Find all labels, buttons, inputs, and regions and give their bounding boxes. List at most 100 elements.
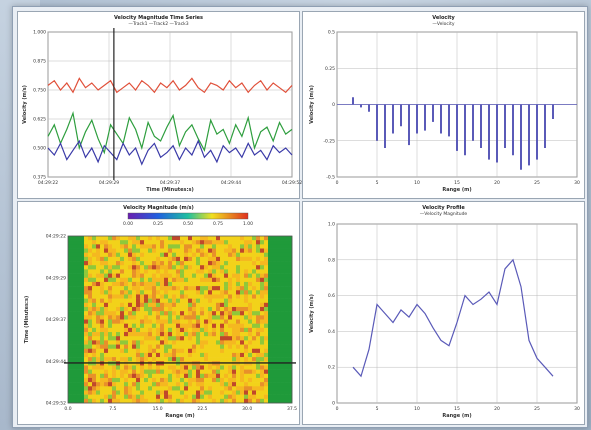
heat-cell xyxy=(192,386,197,391)
heat-cell xyxy=(204,382,209,387)
heat-cell xyxy=(188,252,193,258)
heat-cell xyxy=(152,390,157,395)
heat-cell xyxy=(284,294,289,299)
heat-cell xyxy=(256,256,261,262)
time-series-chart[interactable]: 04:29:22 04:29:29 04:29:37 04:29:44 04:29:52… xyxy=(18,12,302,198)
heat-cell xyxy=(280,357,285,362)
heat-cell xyxy=(128,357,133,362)
heat-cell xyxy=(188,277,193,283)
heat-cell xyxy=(180,344,185,350)
heat-cell xyxy=(256,236,261,241)
heat-cell xyxy=(184,323,189,329)
heat-cell xyxy=(88,357,93,362)
heat-cell xyxy=(264,398,269,404)
heat-cell xyxy=(200,240,205,245)
heat-cell xyxy=(276,319,281,324)
heat-cell xyxy=(168,369,173,375)
heat-cell xyxy=(264,332,269,337)
heat-cell xyxy=(260,336,265,341)
heat-cell xyxy=(260,240,265,245)
heat-cell xyxy=(260,290,265,295)
heat-cell xyxy=(268,382,273,387)
heat-cell xyxy=(148,315,153,320)
heat-cell xyxy=(136,306,141,312)
heat-cell xyxy=(272,319,277,324)
heat-cell xyxy=(92,327,97,333)
heat-cell xyxy=(180,265,185,270)
heat-cell xyxy=(240,357,245,362)
heat-cell xyxy=(264,327,269,333)
heat-cell xyxy=(136,348,141,354)
y-tick-label: 0.750 xyxy=(33,88,46,94)
heat-cell xyxy=(144,348,149,354)
heat-cell xyxy=(84,390,89,395)
heat-cell xyxy=(232,286,237,291)
heat-cell xyxy=(80,269,85,274)
heat-cell xyxy=(228,236,233,241)
heat-cell xyxy=(136,340,141,345)
heat-cell xyxy=(84,344,89,350)
heat-cell xyxy=(84,365,89,370)
heat-cell xyxy=(152,369,157,375)
heat-cell xyxy=(156,286,161,291)
heat-cell xyxy=(172,382,177,387)
heat-cell xyxy=(280,269,285,274)
heat-cell xyxy=(196,281,201,287)
heat-cell xyxy=(252,332,257,337)
heat-cell xyxy=(284,256,289,262)
heat-cell xyxy=(192,306,197,312)
heat-cell xyxy=(280,265,285,270)
heat-cell xyxy=(284,323,289,329)
heat-cell xyxy=(84,332,89,337)
heat-cell xyxy=(284,332,289,337)
heat-cell xyxy=(276,240,281,245)
heat-cell xyxy=(92,298,97,304)
heat-cell xyxy=(256,252,261,258)
heat-cell xyxy=(268,390,273,395)
heat-cell xyxy=(164,290,169,295)
heat-cell xyxy=(104,273,109,279)
heat-cell xyxy=(100,394,105,400)
heat-cell xyxy=(180,348,185,354)
heat-cell xyxy=(164,244,169,249)
heat-cell xyxy=(188,373,193,379)
heat-cell xyxy=(128,336,133,341)
x-tick-label: 30.0 xyxy=(242,406,252,412)
heat-cell xyxy=(148,319,153,324)
heat-cell xyxy=(220,286,225,291)
heat-cell xyxy=(260,390,265,395)
heat-cell xyxy=(124,302,129,308)
velocity-heatmap[interactable]: 0.00 0.25 0.50 0.75 1.000.0 7.5 15.0 22.5 30.0 37… xyxy=(18,202,299,424)
heat-cell xyxy=(68,365,73,370)
x-tick-label: 20 xyxy=(494,406,500,412)
heat-cell xyxy=(88,369,93,375)
heat-cell xyxy=(180,373,185,379)
heat-cell xyxy=(124,327,129,333)
heat-cell xyxy=(248,261,253,266)
heat-cell xyxy=(276,256,281,262)
heat-cell xyxy=(284,352,289,358)
heat-cell xyxy=(112,269,117,274)
heat-cell xyxy=(260,281,265,287)
heat-cell xyxy=(288,398,293,404)
heat-cell xyxy=(240,256,245,262)
heat-cell xyxy=(116,319,121,324)
heat-cell xyxy=(160,302,165,308)
heat-cell xyxy=(144,306,149,312)
heat-cell xyxy=(72,261,77,266)
heat-cell xyxy=(104,240,109,245)
heat-cell xyxy=(240,382,245,387)
x-tick-label: 15 xyxy=(454,406,460,412)
heat-cell xyxy=(284,269,289,274)
heat-cell xyxy=(244,311,249,316)
heat-cell xyxy=(92,340,97,345)
heat-cell xyxy=(132,306,137,312)
heat-cell xyxy=(244,261,249,266)
x-axis-label: Range (m) xyxy=(442,187,471,193)
heat-cell xyxy=(188,256,193,262)
heat-cell xyxy=(168,281,173,287)
heat-cell xyxy=(136,323,141,329)
heat-cell xyxy=(164,319,169,324)
